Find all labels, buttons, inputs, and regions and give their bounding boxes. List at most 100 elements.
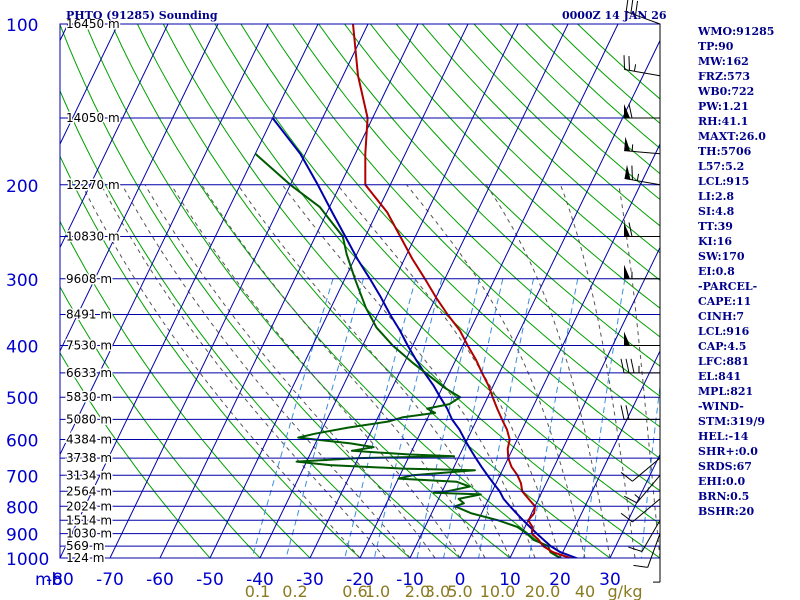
station-title: PHTO (91285) Sounding bbox=[66, 9, 218, 22]
pressure-unit-label: mb bbox=[35, 570, 62, 590]
stat-item: MAXT:26.0 bbox=[698, 130, 766, 143]
wind-barb bbox=[628, 520, 661, 552]
isotherm bbox=[60, 24, 119, 146]
stat-item: FRZ:573 bbox=[698, 70, 751, 83]
height-label: 1514 m bbox=[66, 513, 112, 527]
moist-adiabat bbox=[121, 184, 411, 558]
mixing-ratio-label: 0.2 bbox=[282, 582, 307, 600]
height-label: 5830 m bbox=[66, 390, 112, 404]
temperature-tick-label: -70 bbox=[96, 570, 124, 590]
pressure-tick-label: 700 bbox=[6, 467, 38, 487]
mixing-ratio-label: 0.6 bbox=[342, 582, 367, 600]
stat-item: PW:1.21 bbox=[698, 100, 749, 113]
temperature-tick-label: 30 bbox=[599, 570, 621, 590]
dry-adiabat bbox=[85, 24, 511, 558]
parcel-line bbox=[271, 117, 580, 558]
pressure-tick-label: 300 bbox=[6, 271, 38, 291]
isotherm bbox=[309, 24, 569, 558]
moist-adiabat bbox=[81, 184, 361, 558]
stat-item: KI:16 bbox=[698, 235, 733, 248]
wind-barb bbox=[624, 103, 660, 119]
mixing-ratio-line bbox=[640, 382, 660, 558]
isotherm bbox=[559, 349, 660, 558]
mixing-ratio-line bbox=[251, 278, 334, 558]
stat-item: MPL:821 bbox=[698, 385, 754, 398]
moist-adiabat bbox=[337, 184, 561, 558]
mixing-ratio-label: 3.0 bbox=[425, 582, 450, 600]
height-label: 12270 m bbox=[66, 178, 120, 192]
stat-item: LFC:881 bbox=[698, 355, 750, 368]
stat-item: HEL:-14 bbox=[698, 430, 749, 443]
wind-barb bbox=[620, 405, 660, 420]
height-label: 6633 m bbox=[66, 366, 112, 380]
mixing-ratio-label: 40 bbox=[575, 582, 595, 600]
stat-item: WMO:91285 bbox=[698, 25, 775, 38]
pressure-tick-label: 500 bbox=[6, 389, 38, 409]
stat-item: L57:5.2 bbox=[698, 160, 745, 173]
height-label: 8491 m bbox=[66, 308, 112, 322]
height-label: 7530 m bbox=[66, 339, 112, 353]
height-label: 5080 m bbox=[66, 412, 112, 426]
wind-barb bbox=[620, 358, 660, 374]
wind-barb bbox=[624, 264, 660, 280]
isotherm bbox=[609, 453, 660, 558]
wind-barb bbox=[624, 331, 660, 347]
mixing-ratio-label: 1.0 bbox=[365, 582, 390, 600]
height-label: 14050 m bbox=[66, 111, 120, 125]
stat-item: -PARCEL- bbox=[698, 280, 758, 293]
stat-item: CAPE:11 bbox=[698, 295, 752, 308]
height-label: 3134 m bbox=[66, 468, 112, 482]
dry-adiabat bbox=[214, 24, 660, 492]
pressure-tick-label: 800 bbox=[6, 498, 38, 518]
dry-adiabat bbox=[60, 155, 361, 558]
stat-item: SI:4.8 bbox=[698, 205, 735, 218]
stat-item: MW:162 bbox=[698, 55, 749, 68]
stat-item: SHR+:0.0 bbox=[698, 445, 758, 458]
wind-barb bbox=[633, 533, 661, 568]
moist-adiabat bbox=[560, 184, 636, 558]
pressure-tick-label: 100 bbox=[6, 16, 38, 36]
temperature-tick-label: -80 bbox=[46, 570, 74, 590]
wind-barb bbox=[623, 55, 661, 77]
pressure-tick-label: 400 bbox=[6, 338, 38, 358]
temperature-tick-label: -40 bbox=[246, 570, 274, 590]
height-label: 2564 m bbox=[66, 484, 112, 498]
moist-adiabat bbox=[201, 184, 486, 558]
height-label: 4384 m bbox=[66, 433, 112, 447]
moist-adiabat bbox=[170, 184, 461, 558]
pressure-tick-label: 600 bbox=[6, 432, 38, 452]
stat-item: RH:41.1 bbox=[698, 115, 749, 128]
stat-item: EI:0.8 bbox=[698, 265, 735, 278]
temperature-tick-label: 0 bbox=[455, 570, 466, 590]
stat-item: LI:2.8 bbox=[698, 190, 735, 203]
moist-adiabat bbox=[100, 184, 386, 558]
stat-item: BSHR:20 bbox=[698, 505, 755, 518]
height-label: 10830 m bbox=[66, 229, 120, 243]
stat-item: CINH:7 bbox=[698, 310, 745, 323]
wind-barb bbox=[624, 222, 660, 237]
mixing-ratio-label: 20.0 bbox=[525, 582, 561, 600]
mixing-ratio-label: 5.0 bbox=[447, 582, 472, 600]
stat-item: STM:319/9 bbox=[698, 415, 765, 428]
plot-area bbox=[60, 24, 660, 558]
isotherm bbox=[60, 24, 219, 353]
dewpoint-line bbox=[254, 153, 564, 558]
temperature-tick-label: -50 bbox=[196, 570, 224, 590]
wind-barb bbox=[624, 164, 661, 186]
height-label: 9608 m bbox=[66, 272, 112, 286]
temperature-tick-label: -60 bbox=[146, 570, 174, 590]
isotherm bbox=[509, 246, 660, 558]
stat-item: CAP:4.5 bbox=[698, 340, 747, 353]
stat-item: SW:170 bbox=[698, 250, 745, 263]
pressure-tick-label: 200 bbox=[6, 177, 38, 197]
temperature-tick-label: 20 bbox=[549, 570, 571, 590]
isotherm bbox=[60, 24, 269, 456]
isotherm bbox=[109, 24, 369, 558]
stat-item: BRN:0.5 bbox=[698, 490, 750, 503]
time-title: 0000Z 14 JAN 26 bbox=[562, 9, 667, 22]
wind-barb bbox=[625, 0, 661, 25]
isotherm bbox=[259, 24, 519, 558]
stat-item: TH:5706 bbox=[698, 145, 752, 158]
stat-item: LCL:915 bbox=[698, 175, 750, 188]
